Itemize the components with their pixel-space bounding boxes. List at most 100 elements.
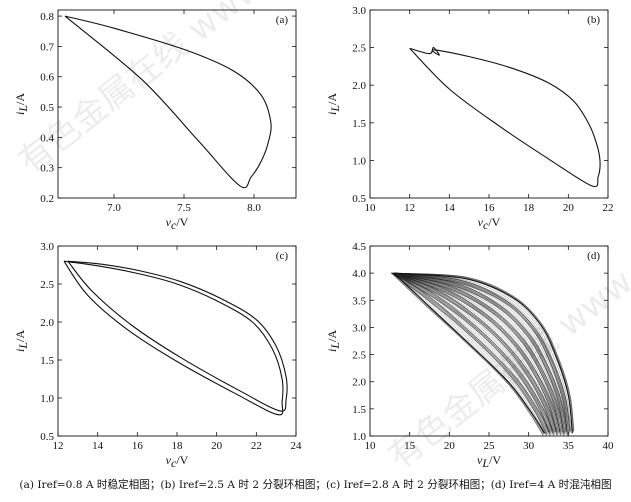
trajectory-line xyxy=(396,272,557,432)
y-tick-label: 4.5 xyxy=(352,241,366,253)
x-tick-label: 20 xyxy=(211,440,223,452)
y-tick-label: 0.5 xyxy=(40,431,54,443)
x-tick-label: 10 xyxy=(365,440,377,452)
y-tick-label: 2.0 xyxy=(40,317,54,329)
trajectory-line xyxy=(394,272,551,433)
phase-trajectory-line xyxy=(67,260,288,412)
trajectory-line xyxy=(394,272,566,433)
y-tick-label: 0.2 xyxy=(40,193,54,205)
trajectory-line xyxy=(394,272,572,433)
x-tick-label: 7.0 xyxy=(107,202,121,214)
y-tick-label: 0.8 xyxy=(40,11,54,23)
trajectory-line xyxy=(394,272,562,433)
trajectory-line xyxy=(393,272,561,434)
x-tick-label: 8.0 xyxy=(247,202,261,214)
y-tick-label: 1.0 xyxy=(352,155,366,167)
trajectory-line xyxy=(391,272,548,436)
trajectory-line xyxy=(395,272,556,432)
y-tick-label: 2.5 xyxy=(352,350,366,362)
trajectory-line xyxy=(395,272,553,432)
y-axis-label: iL/A xyxy=(325,330,342,352)
x-tick-label: 25 xyxy=(484,440,496,452)
x-tick-label: 10 xyxy=(365,202,377,214)
phase-trajectory-line xyxy=(64,15,272,189)
trajectory-line xyxy=(391,272,558,436)
y-tick-label: 0.7 xyxy=(40,41,54,53)
panel-c: 12 14 16 18 20 22 24 0.5 1.0 1.5 2.0 2.5 3.0 (c) vc/V i… xyxy=(13,241,302,470)
trajectory-line xyxy=(395,272,569,433)
y-tick-label: 0.5 xyxy=(352,193,366,205)
x-tick-label: 14 xyxy=(92,440,104,452)
y-tick-label: 3.5 xyxy=(352,295,366,307)
y-axis-label: iL/A xyxy=(13,93,30,115)
trajectory-line xyxy=(391,272,568,436)
x-tick-label: 24 xyxy=(291,440,303,452)
x-tick-label: 22 xyxy=(251,440,262,452)
trajectory-line xyxy=(395,272,550,432)
trajectory-line xyxy=(391,272,568,435)
panel-a: 7.0 7.5 8.0 0.2 0.3 0.4 0.5 0.6 0.7 0.8 (a) vc/V iL/… xyxy=(13,9,297,232)
panel-b: 10 12 14 16 18 20 22 0.5 1.0 1.5 2.0 2.5 3.0 (b) vc/V i… xyxy=(325,5,614,232)
panel-tag: (b) xyxy=(587,14,600,26)
x-tick-label: 30 xyxy=(523,440,535,452)
figure-caption: (a) Iref=0.8 A 时稳定相图；(b) Iref=2.5 A 时 2 … xyxy=(19,479,612,491)
x-tick-label: 12 xyxy=(404,202,415,214)
trajectory-line xyxy=(396,272,575,432)
x-tick-label: 22 xyxy=(603,202,614,214)
x-tick-label: 20 xyxy=(444,440,456,452)
x-tick-label: 18 xyxy=(523,202,535,214)
watermark-a: 有色金属在线 www.cnnmpl.com xyxy=(11,0,442,182)
x-tick-label: 20 xyxy=(563,202,575,214)
trajectory-line xyxy=(396,272,564,432)
trajectory-line xyxy=(396,272,560,432)
trajectory-line xyxy=(392,272,561,435)
y-tick-label: 0.5 xyxy=(40,102,54,114)
trajectory-line xyxy=(396,272,568,432)
trajectory-line xyxy=(393,272,559,434)
trajectory-line xyxy=(395,272,563,432)
x-tick-label: 7.5 xyxy=(177,202,191,214)
x-axis-label: vL/V xyxy=(477,453,501,470)
phase-trajectory-line xyxy=(409,47,601,188)
y-tick-label: 4.0 xyxy=(352,268,366,280)
trajectory-line xyxy=(391,272,555,436)
y-tick-label: 0.3 xyxy=(40,163,54,175)
y-axis-label: iL/A xyxy=(13,330,30,352)
y-tick-label: 3.0 xyxy=(40,241,54,253)
x-axis-label: vc/V xyxy=(166,215,189,232)
trajectory-line xyxy=(396,272,557,432)
x-tick-label: 18 xyxy=(172,440,184,452)
trajectory-line xyxy=(394,272,568,434)
trajectory-line xyxy=(391,272,561,436)
trajectory-line xyxy=(395,272,570,432)
trajectory-line xyxy=(395,272,552,433)
y-tick-label: 0.4 xyxy=(40,132,54,144)
trajectory-line xyxy=(396,272,564,432)
y-tick-label: 1.0 xyxy=(352,431,366,443)
x-tick-label: 15 xyxy=(404,440,416,452)
envelope-line xyxy=(393,272,545,434)
x-tick-label: 16 xyxy=(132,440,144,452)
y-tick-label: 2.5 xyxy=(40,279,54,291)
trajectory-line xyxy=(391,272,544,436)
x-tick-label: 35 xyxy=(563,440,575,452)
trajectory-line xyxy=(392,272,546,434)
x-axis-label: vc/V xyxy=(166,453,189,470)
trajectory-line xyxy=(395,272,560,432)
trajectory-line xyxy=(396,272,554,432)
y-axis-label: iL/A xyxy=(325,93,342,115)
y-tick-label: 3.0 xyxy=(352,5,366,17)
trajectory-line xyxy=(394,272,556,433)
panel-d: 10 15 20 25 30 35 40 1.0 1.5 2.0 2.5 3.0 3.5 4.0 4.5 (d… xyxy=(325,241,614,470)
trajectory-line xyxy=(394,272,555,433)
trajectory-line xyxy=(396,272,567,432)
envelope-line xyxy=(393,272,573,434)
x-tick-label: 40 xyxy=(603,440,615,452)
trajectory-line xyxy=(393,272,547,434)
phase-trajectory-line xyxy=(63,260,284,416)
y-tick-label: 1.5 xyxy=(352,404,366,416)
plot-frame xyxy=(369,9,609,199)
y-tick-label: 1.0 xyxy=(40,393,54,405)
